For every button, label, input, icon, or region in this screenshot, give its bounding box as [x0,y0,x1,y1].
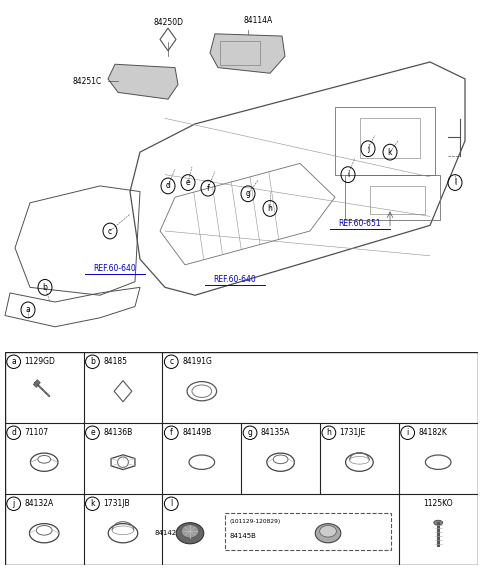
Text: c: c [108,227,112,236]
Text: 84251C: 84251C [73,77,102,86]
Text: c: c [169,357,173,366]
Text: (101129-120829): (101129-120829) [229,519,281,524]
Text: h: h [326,428,331,437]
Text: 1731JB: 1731JB [103,499,130,508]
Bar [220,40,260,65]
Text: g: g [246,189,251,198]
Text: f: f [206,183,209,193]
Text: l: l [170,499,172,508]
Text: 84250D: 84250D [153,18,183,27]
Text: a: a [12,357,16,366]
Bar [345,175,440,220]
Text: e: e [186,178,190,187]
Text: 1129GD: 1129GD [24,357,55,366]
Polygon shape [210,34,285,73]
Text: j: j [367,144,369,153]
Text: 84185: 84185 [103,357,127,366]
Text: i: i [347,170,349,179]
Text: 84145B: 84145B [229,533,256,538]
Ellipse shape [315,524,341,543]
Text: f: f [170,428,173,437]
Text: 1731JE: 1731JE [340,428,366,437]
Text: b: b [90,357,95,366]
Bar [226,513,391,549]
Text: g: g [248,428,252,437]
Text: REF.60-640: REF.60-640 [94,264,136,273]
Text: REF.60-640: REF.60-640 [214,275,256,284]
Text: 84142: 84142 [154,530,176,536]
Text: d: d [11,428,16,437]
Text: j: j [12,499,15,508]
Text: b: b [43,283,48,292]
Text: REF.60-651: REF.60-651 [339,219,381,228]
Ellipse shape [181,525,199,538]
Text: i: i [407,428,409,437]
Text: l: l [454,178,456,187]
Text: 84132A: 84132A [24,499,54,508]
Bar [370,186,425,214]
Bar [335,107,435,174]
Ellipse shape [176,523,204,544]
Bar [360,118,420,158]
Polygon shape [34,379,40,387]
Text: 84182K: 84182K [419,428,447,437]
Text: 84135A: 84135A [261,428,290,437]
Text: k: k [388,148,392,157]
Text: e: e [90,428,95,437]
Text: 84114A: 84114A [243,16,273,25]
Text: h: h [267,204,273,213]
Ellipse shape [320,525,336,537]
Ellipse shape [434,520,443,525]
Text: a: a [25,306,30,314]
Text: 84191G: 84191G [182,357,212,366]
Text: 71107: 71107 [24,428,48,437]
Polygon shape [108,64,178,99]
Text: 84136B: 84136B [103,428,132,437]
Text: 1125KO: 1125KO [423,499,453,508]
Text: 84149B: 84149B [182,428,211,437]
Text: d: d [166,181,170,190]
Text: k: k [90,499,95,508]
